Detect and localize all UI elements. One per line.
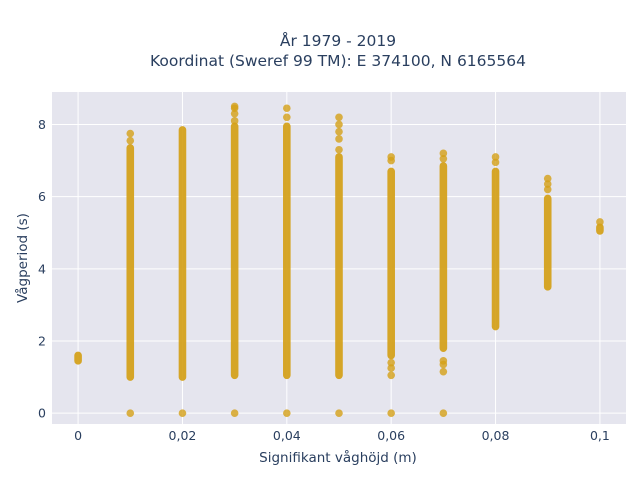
x-axis-title: Signifikant våghöjd (m) [259, 449, 417, 466]
data-point [126, 129, 135, 138]
data-point [387, 358, 395, 367]
data-point [283, 409, 291, 417]
data-point [230, 117, 239, 125]
data-point [387, 371, 395, 380]
data-point [230, 409, 239, 417]
data-point [387, 153, 395, 161]
x-tick-label: 0,1 [590, 428, 610, 443]
y-tick-label: 4 [38, 261, 46, 276]
data-point [230, 102, 239, 111]
x-tick-labels: 0 0,02 0,04 0,06 0,08 0,1 [74, 428, 610, 443]
data-point [126, 409, 135, 417]
data-point [387, 364, 395, 372]
data-point [439, 149, 448, 158]
y-tick-label: 8 [38, 117, 46, 132]
data-point [543, 180, 552, 188]
data-points [74, 102, 604, 417]
data-point [283, 104, 291, 113]
x-tick-label: 0,06 [377, 428, 405, 443]
data-point [178, 409, 187, 417]
y-tick-label: 0 [38, 406, 46, 421]
y-tick-labels: 0 2 4 6 8 [38, 117, 46, 421]
data-point [230, 109, 239, 118]
data-point [439, 367, 448, 376]
chart-title: År 1979 - 2019 [280, 31, 396, 50]
data-point [543, 174, 552, 183]
data-point [335, 127, 343, 136]
data-point [439, 154, 448, 163]
data-point [491, 158, 500, 167]
data-point [335, 409, 343, 417]
data-point [335, 120, 343, 129]
data-point [283, 113, 291, 122]
data-point [439, 409, 448, 417]
data-point [491, 153, 500, 161]
data-point [126, 136, 135, 145]
y-axis-title: Vågperiod (s) [14, 213, 31, 303]
x-tick-label: 0 [74, 428, 82, 443]
data-point [439, 357, 448, 365]
x-tick-label: 0,04 [273, 428, 301, 443]
data-point [596, 218, 604, 226]
data-point [387, 409, 395, 417]
chart-subtitle: Koordinat (Sweref 99 TM): E 374100, N 61… [150, 52, 526, 70]
y-tick-label: 2 [38, 334, 46, 349]
x-tick-label: 0,08 [482, 428, 510, 443]
data-point [335, 113, 343, 122]
y-tick-label: 6 [38, 189, 46, 204]
data-point [335, 145, 343, 154]
x-tick-label: 0,02 [169, 428, 197, 443]
data-point [543, 185, 552, 194]
data-point [335, 135, 343, 143]
